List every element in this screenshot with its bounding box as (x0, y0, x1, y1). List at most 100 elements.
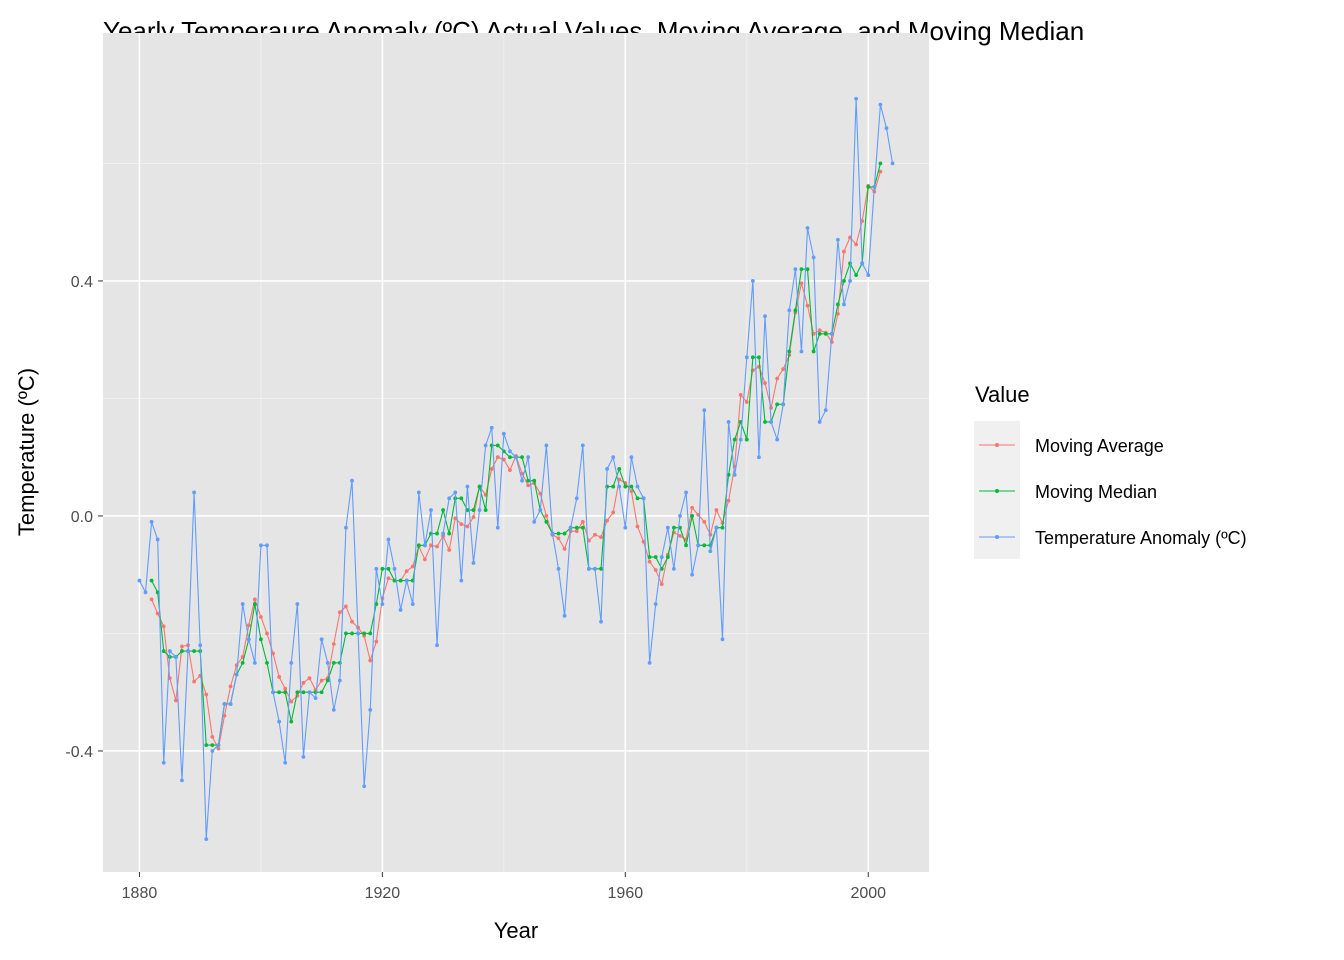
temperature-anomaly-point (313, 696, 318, 700)
moving-median-point (204, 743, 209, 747)
moving-average-point (781, 367, 786, 371)
moving-median-point (842, 279, 846, 283)
moving-average-point (319, 678, 324, 683)
legend-key-point (995, 443, 999, 447)
moving-median-point (344, 631, 348, 636)
temperature-anomaly-point (331, 707, 336, 712)
moving-average-point (629, 489, 634, 494)
temperature-anomaly-point (465, 484, 470, 489)
temperature-anomaly-point (586, 566, 591, 571)
moving-average-point (489, 467, 494, 471)
moving-median-point (289, 719, 294, 724)
temperature-anomaly-point (811, 255, 816, 260)
temperature-anomaly-point (234, 672, 239, 677)
moving-average-point (635, 524, 640, 529)
temperature-anomaly-point (714, 525, 719, 530)
temperature-anomaly-point (799, 349, 804, 354)
moving-median-point (574, 525, 579, 530)
moving-average-point (161, 624, 166, 629)
temperature-anomaly-point (319, 637, 324, 642)
temperature-anomaly-point (337, 678, 342, 683)
temperature-anomaly-point (623, 525, 628, 530)
x-axis-title: Year (494, 918, 538, 943)
temperature-anomaly-point (471, 561, 476, 565)
moving-median-point (854, 273, 859, 277)
moving-average-point (252, 597, 257, 602)
temperature-anomaly-point (647, 660, 652, 665)
temperature-anomaly-point (495, 525, 500, 530)
temperature-anomaly-point (374, 566, 379, 571)
temperature-anomaly-point (556, 566, 561, 571)
moving-median-point (732, 437, 737, 442)
temperature-anomaly-point (690, 572, 695, 577)
y-axis: -0.4 0.0 0.4 (65, 274, 103, 761)
temperature-anomaly-point (580, 443, 585, 448)
moving-median-point (599, 566, 603, 571)
moving-median-point (611, 484, 616, 489)
temperature-anomaly-point (422, 543, 427, 548)
temperature-anomaly-point (362, 784, 367, 789)
moving-average-point (173, 698, 178, 703)
moving-median-point (301, 690, 306, 695)
temperature-anomaly-point (787, 308, 792, 313)
moving-median-point (277, 690, 282, 695)
moving-median-point (605, 484, 610, 489)
moving-average-point (508, 468, 512, 473)
moving-median-point (495, 443, 500, 448)
temperature-anomaly-point (155, 537, 160, 542)
temperature-anomaly-point (483, 443, 488, 448)
legend-label-temperature-anomaly: Temperature Anomaly (ºC) (1035, 528, 1247, 548)
temperature-anomaly-point (216, 743, 221, 747)
moving-average-point (404, 569, 409, 574)
moving-median-point (331, 660, 336, 665)
y-axis-title: Temperature (ºC) (14, 368, 39, 536)
temperature-anomaly-point (835, 237, 840, 242)
moving-median-point (684, 543, 688, 548)
temperature-anomaly-point (149, 519, 154, 524)
moving-median-point (720, 525, 725, 530)
moving-average-point (192, 679, 197, 684)
moving-median-point (556, 531, 561, 536)
temperature-anomaly-point (696, 543, 701, 548)
moving-average-point (738, 393, 743, 397)
moving-average-point (842, 249, 846, 254)
moving-average-point (374, 639, 379, 644)
moving-average-point (271, 651, 275, 656)
temperature-anomaly-point (635, 484, 640, 489)
temperature-anomaly-point (520, 478, 524, 483)
temperature-anomaly-point (167, 649, 172, 653)
moving-average-point (210, 734, 215, 739)
moving-median-point (793, 308, 798, 313)
moving-median-point (544, 519, 549, 524)
temperature-anomaly-point (277, 719, 282, 724)
moving-average-point (216, 746, 221, 751)
moving-median-point (161, 649, 166, 653)
moving-average-point (289, 699, 294, 704)
temperature-anomaly-point (641, 496, 646, 501)
moving-average-point (435, 544, 439, 549)
temperature-anomaly-point (416, 490, 421, 495)
temperature-anomaly-point (562, 613, 567, 618)
moving-median-point (392, 578, 397, 583)
temperature-anomaly-point (143, 590, 148, 595)
temperature-anomaly-point (240, 602, 245, 606)
moving-average-point (459, 522, 464, 527)
temperature-anomaly-point (866, 273, 871, 277)
legend: Value Moving Average Moving Median Tempe… (974, 382, 1247, 559)
temperature-anomaly-point (781, 402, 786, 407)
moving-median-point (477, 484, 482, 489)
moving-median-point (210, 743, 215, 747)
moving-average-point (180, 644, 184, 649)
moving-median-point (398, 578, 403, 583)
x-axis: 1880 1920 1960 2000 (122, 872, 886, 902)
moving-median-point (787, 349, 792, 354)
moving-average-point (605, 518, 610, 523)
moving-median-point (653, 555, 658, 559)
moving-median-point (635, 496, 640, 501)
temperature-anomaly-point (429, 508, 433, 512)
temperature-anomaly-point (265, 543, 269, 548)
moving-average-point (283, 686, 288, 691)
temperature-anomaly-point (744, 355, 749, 360)
moving-average-point (350, 619, 354, 624)
